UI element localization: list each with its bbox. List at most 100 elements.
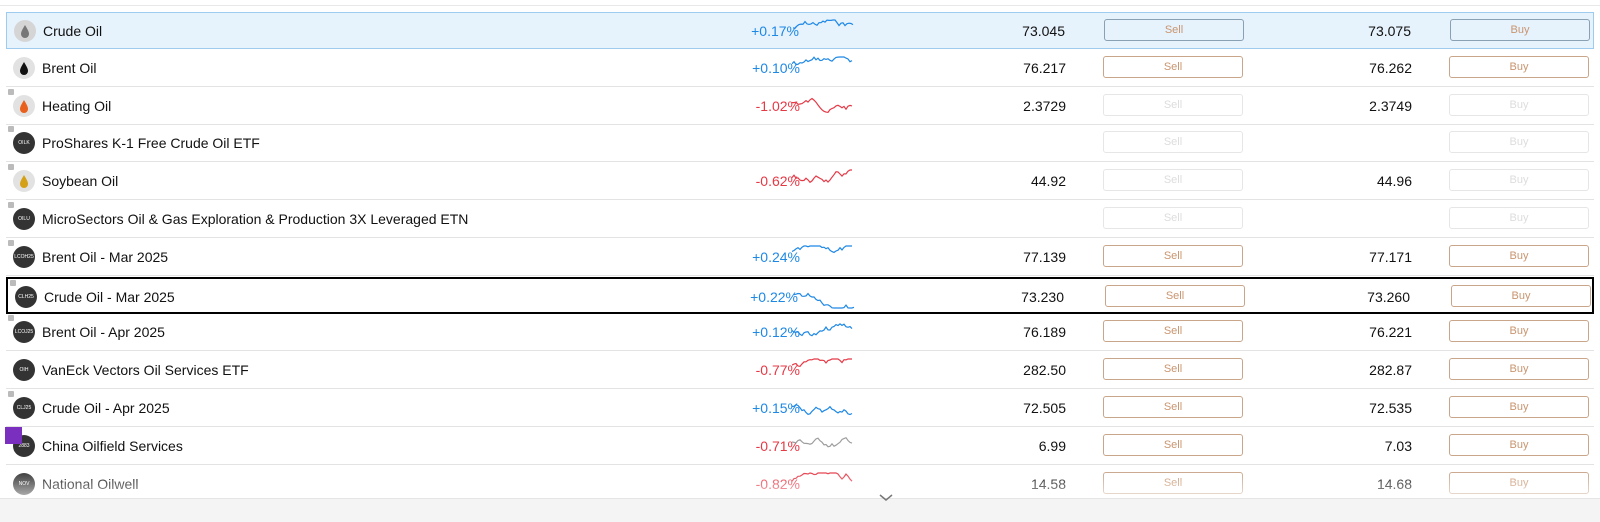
instrument-name[interactable]: Crude Oil xyxy=(43,23,103,39)
buy-price: 7.03 xyxy=(1384,437,1412,454)
instrument-icon xyxy=(14,20,36,42)
instrument-row[interactable]: Crude Oil +0.17% 73.045 Sell 73.075 Buy xyxy=(6,12,1594,49)
instrument-row[interactable]: OIH VanEck Vectors Oil Services ETF -0.77%… xyxy=(6,352,1594,390)
icon-ticker: CLH25 xyxy=(18,293,34,300)
sell-button[interactable]: Sell xyxy=(1103,55,1243,78)
lock-icon xyxy=(8,164,14,171)
sell-button[interactable]: Sell xyxy=(1103,244,1243,267)
instrument-name[interactable]: Crude Oil - Apr 2025 xyxy=(42,400,170,416)
instrument-row[interactable]: CLJ25 Crude Oil - Apr 2025 +0.15% 72.505 Sel… xyxy=(6,390,1594,427)
instrument-icon: LCOJ25 xyxy=(13,321,35,344)
buy-button[interactable]: Buy xyxy=(1449,433,1589,456)
buy-button[interactable]: Buy xyxy=(1449,131,1589,154)
lock-icon xyxy=(8,88,14,95)
sparkline xyxy=(792,56,853,66)
instrument-name[interactable]: Brent Oil - Apr 2025 xyxy=(42,324,165,341)
instrument-row[interactable]: 2883 China Oilfield Services -0.71% 6.99 Sel… xyxy=(5,426,1594,465)
lock-icon xyxy=(10,279,16,286)
instrument-name[interactable]: China Oilfield Services xyxy=(42,437,183,454)
drop-glyph xyxy=(20,99,28,113)
buy-price: 76.221 xyxy=(1369,324,1412,341)
lock-icon xyxy=(8,315,14,322)
sell-button[interactable]: Sell xyxy=(1103,433,1243,456)
instrument-name[interactable]: ProShares K-1 Free Crude Oil ETF xyxy=(42,135,260,152)
icon-ticker: OILK xyxy=(18,140,30,147)
buy-button[interactable]: Buy xyxy=(1449,320,1589,343)
instrument-icon: OILU xyxy=(13,208,35,230)
instrument-name[interactable]: Soybean Oil xyxy=(42,173,119,190)
instrument-name[interactable]: Brent Oil - Mar 2025 xyxy=(42,248,169,265)
change-percent: -1.02% xyxy=(755,97,800,114)
instrument-name[interactable]: VanEck Vectors Oil Services ETF xyxy=(42,362,249,379)
instrument-row[interactable]: Heating Oil -1.02% 2.3729 Sell 2.3749 Buy xyxy=(6,88,1594,125)
sell-button[interactable]: Sell xyxy=(1103,169,1243,192)
buy-button[interactable]: Buy xyxy=(1449,244,1589,267)
sell-button[interactable]: Sell xyxy=(1104,19,1244,41)
sparkline-path xyxy=(792,245,852,253)
sell-button[interactable]: Sell xyxy=(1103,396,1243,418)
buy-price: 73.075 xyxy=(1368,23,1411,39)
instrument-icon: OILK xyxy=(13,132,35,155)
sparkline-path xyxy=(792,97,853,113)
instrument-row[interactable]: Brent Oil +0.10% 76.217 Sell 76.262 Buy xyxy=(6,50,1594,87)
instrument-name[interactable]: Heating Oil xyxy=(42,97,112,114)
sparkline-path xyxy=(793,19,854,29)
instrument-row[interactable]: LCOJ25 Brent Oil - Apr 2025 +0.12% 76.189 Se… xyxy=(6,314,1594,352)
instrument-row[interactable]: OILU MicroSectors Oil & Gas Exploration &… xyxy=(6,201,1594,238)
instrument-row[interactable]: LCOH25 Brent Oil - Mar 2025 +0.24% 77.139 Se… xyxy=(6,239,1594,276)
sparkline-path xyxy=(792,436,853,448)
change-percent: +0.10% xyxy=(752,59,800,76)
sell-button[interactable]: Sell xyxy=(1103,93,1243,116)
lock-icon xyxy=(8,391,14,397)
sell-price: 2.3729 xyxy=(1023,97,1066,114)
sell-price: 6.99 xyxy=(1038,437,1066,454)
change-percent: +0.15% xyxy=(752,400,800,416)
bottom-bar xyxy=(0,494,1600,522)
sparkline xyxy=(792,169,852,184)
change-percent: +0.24% xyxy=(752,248,800,265)
icon-ticker: CLJ25 xyxy=(16,405,32,411)
drop-glyph xyxy=(20,61,28,75)
instrument-row[interactable]: CLH25 Crude Oil - Mar 2025 +0.22% 73.230 Sel… xyxy=(6,276,1594,314)
change-percent: +0.22% xyxy=(750,288,798,305)
sell-button[interactable]: Sell xyxy=(1103,358,1243,381)
buy-button[interactable]: Buy xyxy=(1450,19,1590,41)
sparkline xyxy=(792,245,852,253)
buy-button[interactable]: Buy xyxy=(1451,284,1591,307)
instrument-name[interactable]: Crude Oil - Mar 2025 xyxy=(44,288,175,305)
drop-glyph xyxy=(21,25,29,38)
instrument-name[interactable]: Brent Oil xyxy=(42,59,97,76)
sell-price: 77.139 xyxy=(1023,248,1066,265)
sparkline-path xyxy=(792,56,853,66)
buy-button[interactable]: Buy xyxy=(1449,207,1589,229)
sparkline xyxy=(792,404,853,416)
change-percent: -0.77% xyxy=(755,362,800,379)
instrument-name[interactable]: MicroSectors Oil & Gas Exploration & Pro… xyxy=(42,211,469,227)
buy-price: 72.535 xyxy=(1369,400,1412,416)
instrument-icon: LCOH25 xyxy=(13,245,35,268)
buy-button[interactable]: Buy xyxy=(1449,55,1589,78)
scroll-chevron[interactable] xyxy=(876,493,896,503)
sell-button[interactable]: Sell xyxy=(1103,320,1243,343)
sparkline xyxy=(793,19,854,29)
sparkline-path xyxy=(794,292,855,309)
instrument-row[interactable]: Soybean Oil -0.62% 44.92 Sell 44.96 Buy xyxy=(6,163,1594,201)
icon-ticker: OILU xyxy=(18,216,30,222)
sell-price: 73.230 xyxy=(1021,288,1064,305)
buy-button[interactable]: Buy xyxy=(1449,93,1589,116)
instrument-icon xyxy=(13,170,35,193)
buy-button[interactable]: Buy xyxy=(1449,396,1589,418)
buy-button[interactable]: Buy xyxy=(1449,169,1589,192)
buy-price: 2.3749 xyxy=(1369,97,1412,114)
instrument-icon xyxy=(13,94,35,117)
instrument-row[interactable]: OILK ProShares K-1 Free Crude Oil ETF Sell… xyxy=(6,125,1594,163)
buy-button[interactable]: Buy xyxy=(1449,358,1589,381)
change-percent: +0.17% xyxy=(751,23,799,39)
lock-icon xyxy=(8,202,14,208)
sell-button[interactable]: Sell xyxy=(1103,207,1243,229)
buy-price: 44.96 xyxy=(1376,173,1412,190)
icon-ticker: LCOJ25 xyxy=(14,329,34,336)
sell-button[interactable]: Sell xyxy=(1105,284,1245,307)
sell-button[interactable]: Sell xyxy=(1103,131,1243,154)
